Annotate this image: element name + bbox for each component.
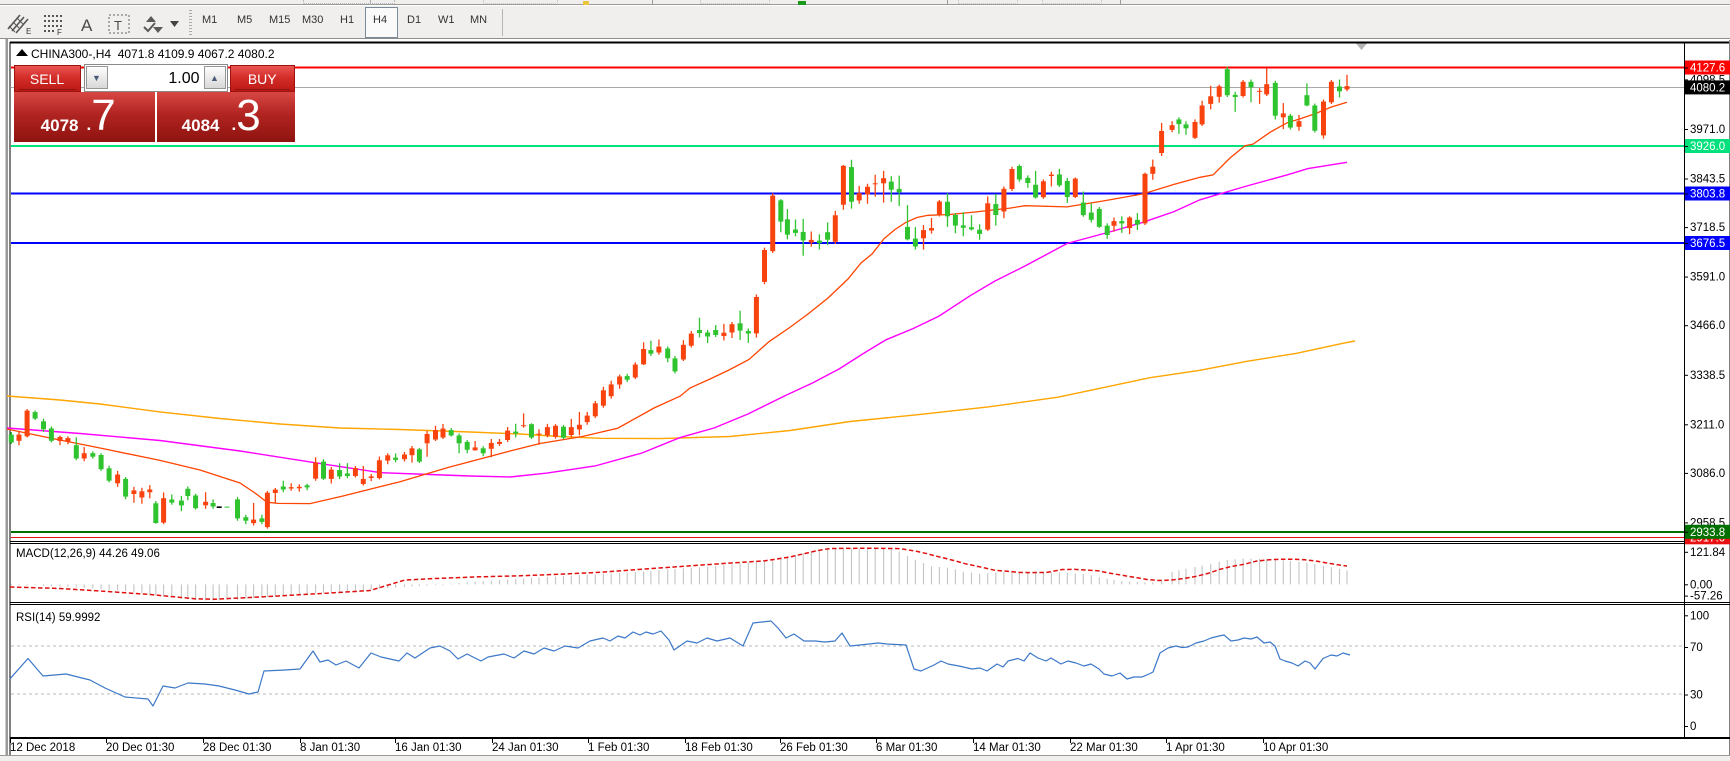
svg-text:-57.26: -57.26 bbox=[1690, 591, 1723, 603]
svg-text:2933.8: 2933.8 bbox=[1690, 527, 1725, 539]
svg-text:RSI(14) 59.9992: RSI(14) 59.9992 bbox=[16, 612, 100, 624]
svg-text:20 Dec 01:30: 20 Dec 01:30 bbox=[106, 742, 174, 754]
svg-text:T: T bbox=[114, 18, 122, 33]
svg-text:E: E bbox=[26, 27, 31, 36]
svg-text:3676.5: 3676.5 bbox=[1690, 238, 1725, 250]
svg-text:3338.5: 3338.5 bbox=[1690, 370, 1725, 382]
svg-text:100: 100 bbox=[1690, 610, 1709, 622]
svg-text:3211.0: 3211.0 bbox=[1690, 419, 1724, 431]
svg-text:6 Mar 01:30: 6 Mar 01:30 bbox=[876, 742, 937, 754]
svg-text:1 Apr 01:30: 1 Apr 01:30 bbox=[1166, 742, 1225, 754]
svg-text:4080.2: 4080.2 bbox=[1690, 82, 1725, 94]
svg-text:3591.0: 3591.0 bbox=[1690, 272, 1725, 284]
svg-text:3843.5: 3843.5 bbox=[1690, 174, 1725, 186]
svg-text:16 Jan 01:30: 16 Jan 01:30 bbox=[395, 742, 462, 754]
svg-text:MACD(12,26,9) 44.26 49.06: MACD(12,26,9) 44.26 49.06 bbox=[16, 548, 160, 560]
svg-text:70: 70 bbox=[1690, 642, 1703, 654]
svg-text:30: 30 bbox=[1690, 690, 1703, 702]
svg-text:24 Jan 01:30: 24 Jan 01:30 bbox=[492, 742, 559, 754]
svg-text:14 Mar 01:30: 14 Mar 01:30 bbox=[973, 742, 1041, 754]
svg-text:1 Feb 01:30: 1 Feb 01:30 bbox=[588, 742, 649, 754]
svg-text:3466.0: 3466.0 bbox=[1690, 320, 1725, 332]
svg-text:3803.8: 3803.8 bbox=[1690, 189, 1725, 201]
svg-text:0.00: 0.00 bbox=[1690, 579, 1712, 591]
svg-text:18 Feb 01:30: 18 Feb 01:30 bbox=[685, 742, 753, 754]
svg-text:A: A bbox=[81, 16, 93, 35]
svg-text:3926.0: 3926.0 bbox=[1690, 141, 1725, 153]
svg-text:3971.0: 3971.0 bbox=[1690, 124, 1725, 136]
svg-text:3718.5: 3718.5 bbox=[1690, 222, 1725, 234]
svg-text:3086.0: 3086.0 bbox=[1690, 468, 1725, 480]
svg-text:F: F bbox=[57, 28, 62, 37]
svg-text:22 Mar 01:30: 22 Mar 01:30 bbox=[1070, 742, 1138, 754]
svg-text:12 Dec 2018: 12 Dec 2018 bbox=[10, 742, 75, 754]
svg-text:10 Apr 01:30: 10 Apr 01:30 bbox=[1263, 742, 1328, 754]
svg-text:26 Feb 01:30: 26 Feb 01:30 bbox=[780, 742, 848, 754]
svg-text:4127.6: 4127.6 bbox=[1690, 63, 1725, 75]
svg-text:28 Dec 01:30: 28 Dec 01:30 bbox=[203, 742, 271, 754]
svg-text:CHINA300-,H4 4071.8 4109.9 40: CHINA300-,H4 4071.8 4109.9 4067.2 4080.2 bbox=[31, 47, 275, 61]
svg-text:0: 0 bbox=[1690, 721, 1696, 733]
svg-text:121.84: 121.84 bbox=[1690, 547, 1726, 559]
svg-text:8 Jan 01:30: 8 Jan 01:30 bbox=[300, 742, 360, 754]
